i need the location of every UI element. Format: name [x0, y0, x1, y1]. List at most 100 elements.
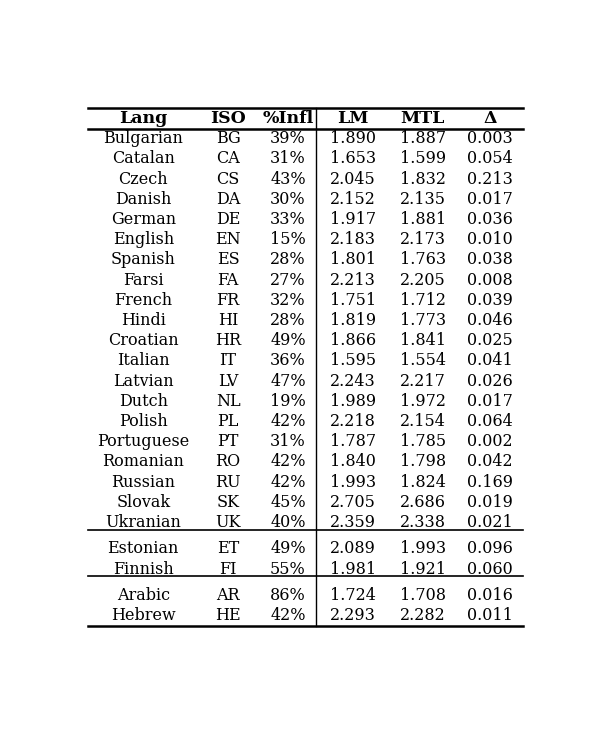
Text: %Infl: %Infl: [262, 110, 313, 127]
Text: 42%: 42%: [270, 474, 306, 491]
Text: ES: ES: [217, 252, 240, 269]
Text: 42%: 42%: [270, 607, 306, 624]
Text: PL: PL: [218, 413, 239, 430]
Text: 1.993: 1.993: [400, 540, 446, 557]
Text: 2.217: 2.217: [400, 373, 446, 390]
Text: LM: LM: [337, 110, 368, 127]
Text: Estonian: Estonian: [107, 540, 179, 557]
Text: French: French: [114, 292, 172, 308]
Text: 0.038: 0.038: [467, 252, 513, 269]
Text: 2.152: 2.152: [330, 191, 376, 208]
Text: 1.989: 1.989: [330, 393, 376, 410]
Text: 0.064: 0.064: [467, 413, 513, 430]
Text: 1.819: 1.819: [330, 312, 376, 329]
Text: Danish: Danish: [115, 191, 172, 208]
Text: 1.712: 1.712: [400, 292, 446, 308]
Text: 0.021: 0.021: [467, 514, 513, 531]
Text: Farsi: Farsi: [123, 272, 163, 289]
Text: 1.595: 1.595: [330, 353, 376, 370]
Text: Slovak: Slovak: [116, 494, 170, 511]
Text: 1.763: 1.763: [400, 252, 446, 269]
Text: RO: RO: [216, 453, 241, 470]
Text: 2.293: 2.293: [330, 607, 376, 624]
Text: Russian: Russian: [111, 474, 175, 491]
Text: 0.042: 0.042: [467, 453, 513, 470]
Text: 2.213: 2.213: [330, 272, 376, 289]
Text: 2.154: 2.154: [400, 413, 446, 430]
Text: FR: FR: [216, 292, 240, 308]
Text: 1.972: 1.972: [400, 393, 446, 410]
Text: English: English: [113, 231, 174, 248]
Text: 55%: 55%: [270, 560, 306, 578]
Text: 28%: 28%: [270, 312, 306, 329]
Text: 1.832: 1.832: [400, 170, 446, 187]
Text: Latvian: Latvian: [113, 373, 173, 390]
Text: DE: DE: [216, 211, 240, 228]
Text: Ukranian: Ukranian: [105, 514, 181, 531]
Text: 28%: 28%: [270, 252, 306, 269]
Text: 2.243: 2.243: [330, 373, 375, 390]
Text: Dutch: Dutch: [119, 393, 167, 410]
Text: FI: FI: [219, 560, 237, 578]
Text: 1.824: 1.824: [400, 474, 446, 491]
Text: 15%: 15%: [270, 231, 306, 248]
Text: 1.917: 1.917: [330, 211, 376, 228]
Text: 1.798: 1.798: [400, 453, 446, 470]
Text: Spanish: Spanish: [111, 252, 176, 269]
Text: Croatian: Croatian: [108, 332, 179, 349]
Text: HI: HI: [218, 312, 238, 329]
Text: 1.599: 1.599: [400, 151, 446, 168]
Text: 1.708: 1.708: [400, 587, 446, 604]
Text: 1.841: 1.841: [400, 332, 446, 349]
Text: ISO: ISO: [210, 110, 246, 127]
Text: 2.705: 2.705: [330, 494, 376, 511]
Text: RU: RU: [215, 474, 241, 491]
Text: 1.773: 1.773: [400, 312, 446, 329]
Text: 2.338: 2.338: [400, 514, 446, 531]
Text: 30%: 30%: [270, 191, 306, 208]
Text: 2.359: 2.359: [330, 514, 376, 531]
Text: 49%: 49%: [270, 332, 306, 349]
Text: LV: LV: [218, 373, 238, 390]
Text: SK: SK: [216, 494, 240, 511]
Text: 0.025: 0.025: [467, 332, 513, 349]
Text: 0.016: 0.016: [467, 587, 513, 604]
Text: 27%: 27%: [270, 272, 306, 289]
Text: 0.002: 0.002: [467, 433, 513, 450]
Text: 1.993: 1.993: [330, 474, 376, 491]
Text: 0.039: 0.039: [467, 292, 513, 308]
Text: 32%: 32%: [270, 292, 306, 308]
Text: Arabic: Arabic: [117, 587, 170, 604]
Text: UK: UK: [215, 514, 241, 531]
Text: 42%: 42%: [270, 453, 306, 470]
Text: 2.205: 2.205: [400, 272, 446, 289]
Text: 0.169: 0.169: [467, 474, 513, 491]
Text: 86%: 86%: [270, 587, 306, 604]
Text: 0.054: 0.054: [467, 151, 513, 168]
Text: Catalan: Catalan: [112, 151, 175, 168]
Text: Bulgarian: Bulgarian: [103, 130, 183, 148]
Text: 39%: 39%: [270, 130, 306, 148]
Text: 47%: 47%: [270, 373, 306, 390]
Text: 0.060: 0.060: [467, 560, 513, 578]
Text: 40%: 40%: [270, 514, 306, 531]
Text: CS: CS: [216, 170, 240, 187]
Text: 0.008: 0.008: [467, 272, 513, 289]
Text: 33%: 33%: [270, 211, 306, 228]
Text: Hindi: Hindi: [121, 312, 166, 329]
Text: HE: HE: [215, 607, 241, 624]
Text: HR: HR: [215, 332, 241, 349]
Text: 2.686: 2.686: [400, 494, 446, 511]
Text: Δ: Δ: [483, 110, 497, 127]
Text: 1.887: 1.887: [400, 130, 446, 148]
Text: FA: FA: [218, 272, 239, 289]
Text: NL: NL: [216, 393, 240, 410]
Text: 0.036: 0.036: [467, 211, 513, 228]
Text: 31%: 31%: [270, 151, 306, 168]
Text: 0.017: 0.017: [467, 393, 513, 410]
Text: ET: ET: [217, 540, 239, 557]
Text: 49%: 49%: [270, 540, 306, 557]
Text: 2.218: 2.218: [330, 413, 376, 430]
Text: CA: CA: [216, 151, 240, 168]
Text: 45%: 45%: [270, 494, 306, 511]
